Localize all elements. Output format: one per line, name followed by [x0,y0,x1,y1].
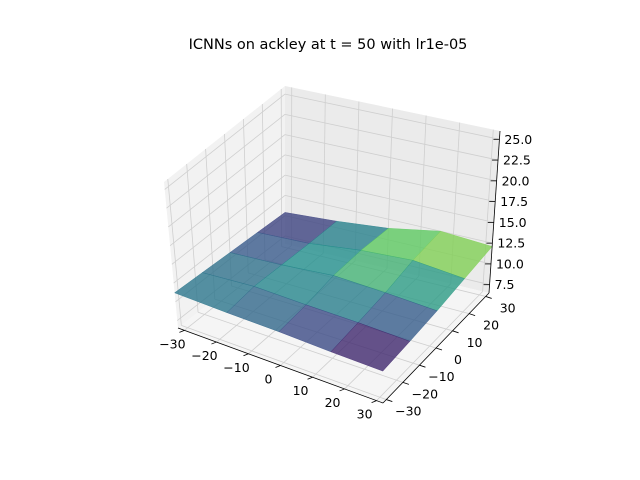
z-tick-label: 15.0 [499,215,527,230]
x-tick-mark [339,388,345,392]
grid-line-y-floor [197,311,404,383]
z-tick-label: 25.0 [504,132,532,147]
grid-line-z-back [284,113,499,161]
z-tick-label: 10.0 [496,256,524,271]
x-tick-mark [211,341,217,345]
x-tick-label: 10 [293,383,309,398]
x-tick-label: −20 [191,348,217,363]
y-tick-label: −10 [428,369,454,384]
y-tick-mark [386,399,393,402]
grid-line-z-left [166,114,286,209]
x-tick-mark [307,376,313,380]
grid-line-z-back [284,93,500,140]
y-tick-label: 0 [454,352,462,367]
x-tick-label: 30 [357,407,373,422]
z-tick-label: 12.5 [497,236,525,251]
x-tick-mark [179,329,185,333]
z-axis-line [488,130,501,294]
surface-face [330,322,411,372]
x-tick-label: 0 [265,372,273,387]
y-tick-label: 30 [500,300,516,315]
y-tick-mark [419,364,426,368]
grid-line-z-left [171,174,286,265]
grid-line-z-back [284,174,494,223]
chart-title: ICNNs on ackley at t = 50 with lr1e-05 [189,37,468,53]
x-tick-label: −30 [159,336,185,351]
grid-line-z-back [284,154,496,203]
grid-line-z-left [169,154,286,246]
grid-line-z-left [173,195,286,284]
y-tick-label: 10 [467,335,483,350]
z-tick-label: 17.5 [500,194,528,209]
x-tick-label: 20 [325,395,341,410]
grid-line-z-left [164,93,286,190]
x-tick-mark [275,365,281,368]
x-tick-mark [371,400,377,404]
grid-line-z-back [284,194,493,244]
y-tick-label: 20 [483,318,499,333]
y-tick-label: −30 [395,404,421,419]
grid-line-z-back [284,134,497,182]
y-tick-mark [452,330,459,334]
y-tick-mark [485,296,492,299]
y-tick-mark [468,313,476,317]
z-tick-label: 7.5 [495,277,515,292]
x-tick-mark [243,353,249,357]
grid-line-x-back [482,129,494,292]
surface-plot [174,212,493,372]
y-tick-mark [402,381,410,385]
z-tick-label: 22.5 [503,153,531,168]
y-tick-mark [435,347,443,351]
grid-line-y-left [167,178,182,326]
y-tick-label: −20 [412,386,438,401]
x-tick-label: −10 [223,360,249,375]
z-tick-label: 20.0 [502,173,530,188]
grid-line-z-left [168,134,286,228]
grid-line-y-floor [181,324,387,400]
